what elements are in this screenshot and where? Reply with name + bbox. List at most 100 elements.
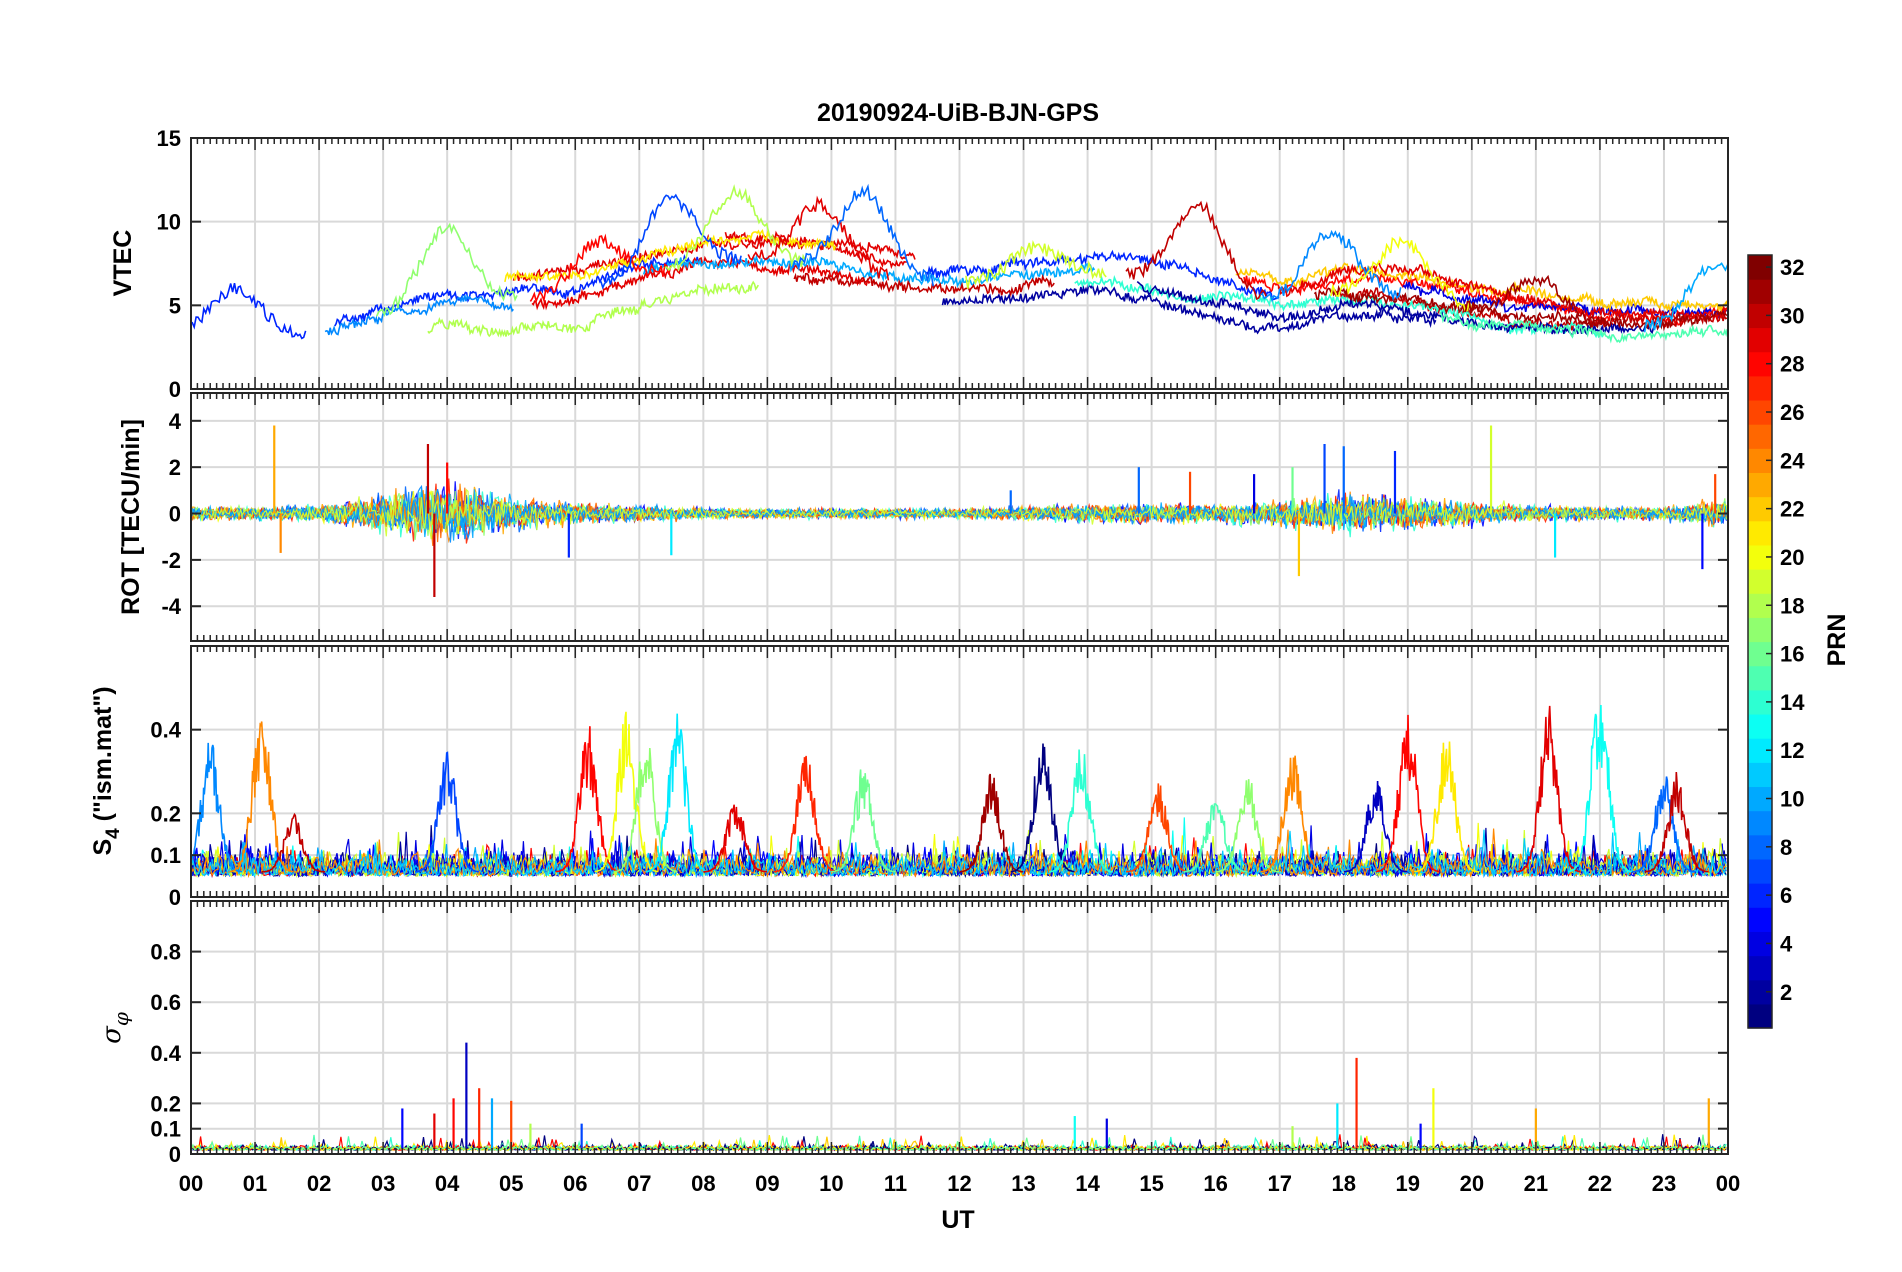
s4-trace: [191, 830, 1727, 879]
vtec-trace: [375, 222, 518, 318]
x-axis-title: UT: [941, 1206, 974, 1234]
s4-peak: [1567, 704, 1632, 873]
colorbar-bin: [1748, 858, 1772, 884]
x-tick-label: 22: [1588, 1171, 1612, 1196]
vtec-trace: [531, 254, 871, 311]
y-tick-label: 0.8: [150, 940, 181, 965]
x-tick-label: 07: [627, 1171, 651, 1196]
colorbar-label: PRN: [1823, 614, 1851, 667]
colorbar-bin: [1748, 569, 1772, 594]
x-tick-label: 21: [1524, 1171, 1548, 1196]
colorbar-tick-label: 20: [1780, 545, 1804, 570]
vtec-trace: [191, 283, 307, 340]
colorbar-bin: [1748, 375, 1772, 401]
panel-rot-traces: [191, 425, 1728, 597]
colorbar-bin: [1748, 520, 1772, 546]
s4-peak: [594, 711, 659, 873]
colorbar-frame: [1747, 254, 1773, 1029]
colorbar-tick-label: 24: [1780, 448, 1805, 473]
s4-trace: [191, 829, 1727, 878]
vtec-trace: [1125, 200, 1268, 301]
vtec-trace: [529, 233, 672, 304]
colorbar-tick-label: 30: [1780, 303, 1804, 328]
vtec-trace: [642, 253, 1096, 289]
colorbar-bin: [1748, 907, 1772, 932]
x-tick-label: 09: [755, 1171, 779, 1196]
x-tick-label: 10: [819, 1171, 843, 1196]
s4-peak: [645, 713, 710, 873]
x-tick-label: 15: [1139, 1171, 1163, 1196]
s4-peak: [1343, 780, 1408, 873]
s4-peak: [191, 742, 243, 873]
colorbar-tick-label: 6: [1780, 883, 1792, 908]
x-tick-label: 23: [1652, 1171, 1676, 1196]
colorbar-bin: [1748, 617, 1772, 643]
x-tick-label: 08: [691, 1171, 715, 1196]
colorbar-bin: [1748, 810, 1772, 836]
vtec-trace: [1313, 284, 1728, 332]
x-tick-label: 01: [243, 1171, 267, 1196]
s4-peak: [1375, 714, 1440, 873]
s4-peak: [703, 804, 768, 873]
panel-vtec-traces: [191, 183, 1728, 344]
y-tick-label: 0.4: [150, 718, 181, 743]
s4-peak: [1516, 705, 1581, 873]
colorbar-tick-label: 26: [1780, 400, 1804, 425]
s4-peak: [1260, 755, 1325, 873]
panel-rot: -4 -2 0 2 4 ROT [TECU/min]: [117, 392, 1729, 642]
y-tick-label: 0: [169, 885, 181, 910]
y-tick-label: 10: [157, 210, 181, 235]
y-tick-label: 0.2: [150, 801, 181, 826]
x-tick-label: 18: [1332, 1171, 1356, 1196]
colorbar-bin: [1748, 279, 1772, 304]
y-tick-label: 0.6: [150, 990, 181, 1015]
x-tick-label: 04: [435, 1171, 460, 1196]
vtec-trace: [965, 239, 1107, 289]
s4-peak: [1631, 776, 1696, 873]
s4-peak: [1215, 779, 1280, 873]
x-tick-label: 20: [1460, 1171, 1484, 1196]
colorbar-tick-label: 28: [1780, 352, 1804, 377]
colorbar-bin: [1748, 665, 1772, 691]
chart-title: 20190924-UiB-BJN-GPS: [817, 99, 1099, 127]
panel-vtec-frame: [190, 137, 1729, 390]
s4-peak: [773, 755, 838, 873]
s4-peak: [229, 721, 294, 873]
vtec-trace: [747, 195, 890, 281]
colorbar-tick-label: 4: [1780, 931, 1793, 956]
s4-peak: [261, 812, 326, 873]
panel-sigma: 00.10.2 0.4 0.6 0.8 σφ: [97, 900, 1729, 1167]
x-tick-label: 14: [1075, 1171, 1100, 1196]
panel-sigma-frame: [190, 900, 1729, 1155]
panel-s4-traces: [191, 704, 1727, 879]
s4-peak: [555, 726, 620, 873]
s4-peak: [1125, 783, 1190, 873]
colorbar-bin: [1748, 327, 1772, 353]
colorbar-tick-label: 14: [1780, 690, 1805, 715]
colorbar-tick-label: 8: [1780, 835, 1792, 860]
y-tick-label: 0.1: [150, 843, 181, 868]
vtec-trace: [1260, 229, 1402, 303]
x-tick-label: 05: [499, 1171, 523, 1196]
s4-peak: [415, 751, 480, 873]
colorbar-tick-label: 18: [1780, 593, 1804, 618]
y-tick-label: 0: [169, 377, 181, 402]
vtec-trace: [926, 249, 1280, 301]
x-tick-label: 00: [179, 1171, 203, 1196]
colorbar-tick-label: 16: [1780, 642, 1804, 667]
x-axis-tick-labels: 00 01 02 03 04 05 06 07 08 09 10 11 12 13 14 15 16 17 18 19…: [179, 1171, 1740, 1196]
vtec-trace: [1643, 262, 1728, 333]
y-tick-label: 0: [169, 1142, 181, 1167]
s4-peak: [1414, 741, 1478, 873]
y-tick-label: 0: [169, 502, 181, 527]
colorbar-bin: [1748, 1003, 1772, 1029]
panel-sigma-ticks: 00.10.2 0.4 0.6 0.8: [150, 901, 1729, 1167]
vtec-trace: [793, 272, 1055, 298]
colorbar-tick-label: 12: [1780, 738, 1804, 763]
s4-peak: [1010, 743, 1075, 873]
x-tick-label: 13: [1011, 1171, 1035, 1196]
vtec-trace: [1074, 274, 1604, 339]
y-tick-label: 0.4: [150, 1041, 181, 1066]
